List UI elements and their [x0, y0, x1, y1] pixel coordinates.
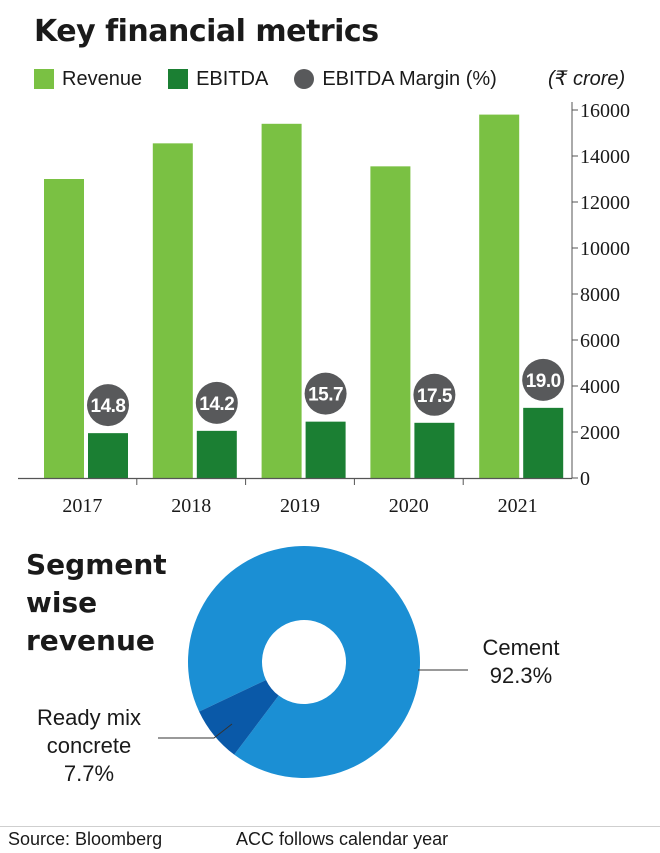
source-note: Source: Bloomberg [8, 829, 163, 849]
margin-marker-2020 [413, 373, 456, 416]
bar-ebitda-2020 [414, 422, 455, 478]
rmc-label-name-line2: concrete [46, 733, 132, 758]
donut-chart [158, 546, 468, 778]
calendar-note: ACC follows calendar year [236, 829, 449, 849]
margin-label-2018: 14.2 [199, 394, 234, 415]
bar-ebitda-2021 [523, 407, 564, 478]
y-tick-label: 4000 [580, 376, 620, 398]
cement-label-name: Cement [482, 635, 560, 660]
cement-label: Cement 92.3% [466, 634, 576, 690]
x-tick-label: 2020 [389, 495, 429, 517]
legend-label-ebitda: EBITDA [196, 67, 269, 90]
bar-chart: 14.8 2017 14.2 2018 15.7 2019 17.5 2020 19.0 2021… [18, 100, 630, 517]
bar-revenue-2018 [152, 143, 193, 478]
y-tick-label: 2000 [580, 422, 620, 444]
bar-revenue-2021 [479, 114, 520, 478]
legend-label-margin: EBITDA Margin (%) [322, 67, 497, 90]
x-tick-label: 2017 [62, 495, 102, 517]
margin-marker-2021 [522, 358, 565, 401]
margin-label-2020: 17.5 [417, 386, 453, 407]
segment-title-line: revenue [26, 624, 155, 657]
segment-title-line: wise [26, 586, 98, 619]
footer: Source: Bloomberg ACC follows calendar y… [0, 826, 660, 853]
legend-item-ebitda: EBITDA [168, 68, 268, 91]
y-tick-label: 0 [580, 468, 590, 490]
margin-marker-2019 [304, 372, 347, 415]
x-tick-label: 2018 [171, 495, 211, 517]
margin-label-2021: 19.0 [526, 371, 561, 392]
margin-label-2019: 15.7 [308, 385, 343, 406]
x-tick-label: 2021 [498, 495, 538, 517]
bar-revenue-2019 [261, 123, 302, 479]
y-tick-label: 14000 [580, 146, 630, 168]
legend-item-revenue: Revenue [34, 68, 142, 91]
donut-slice-cement [188, 546, 420, 778]
rmc-label-value: 7.7% [63, 761, 115, 786]
bar-revenue-2020 [370, 166, 411, 478]
legend-label-revenue: Revenue [62, 67, 143, 90]
margin-label-2017: 14.8 [91, 396, 126, 417]
rmc-label: Ready mix concrete 7.7% [20, 704, 158, 788]
legend-swatch-revenue [34, 69, 54, 89]
rmc-leader-line [158, 723, 233, 739]
segment-title-line: Segment [26, 548, 167, 581]
bar-ebitda-2018 [196, 430, 237, 478]
donut-slice-rmc [199, 679, 279, 755]
y-tick-label: 12000 [580, 192, 630, 214]
margin-marker-2018 [195, 381, 238, 424]
y-tick-label: 16000 [580, 100, 630, 122]
y-tick-label: 6000 [580, 330, 620, 352]
bar-ebitda-2017 [88, 433, 128, 478]
unit-label: (₹ crore) [548, 68, 626, 90]
legend-item-margin: EBITDA Margin (%) [294, 67, 497, 91]
legend-swatch-margin [294, 69, 315, 89]
margin-marker-2017 [87, 384, 129, 427]
rmc-label-name-line1: Ready mix [37, 705, 141, 730]
chart-title: Key financial metrics [34, 14, 379, 49]
bar-revenue-2017 [44, 179, 84, 478]
bar-ebitda-2019 [305, 421, 346, 478]
cement-label-value: 92.3% [489, 663, 553, 688]
y-tick-label: 8000 [580, 284, 620, 306]
x-tick-label: 2019 [280, 495, 320, 517]
legend: Revenue EBITDA EBITDA Margin (%) [34, 64, 634, 94]
y-tick-label: 10000 [580, 238, 630, 260]
legend-swatch-ebitda [168, 69, 189, 89]
segment-title: Segment wise revenue [26, 546, 167, 660]
